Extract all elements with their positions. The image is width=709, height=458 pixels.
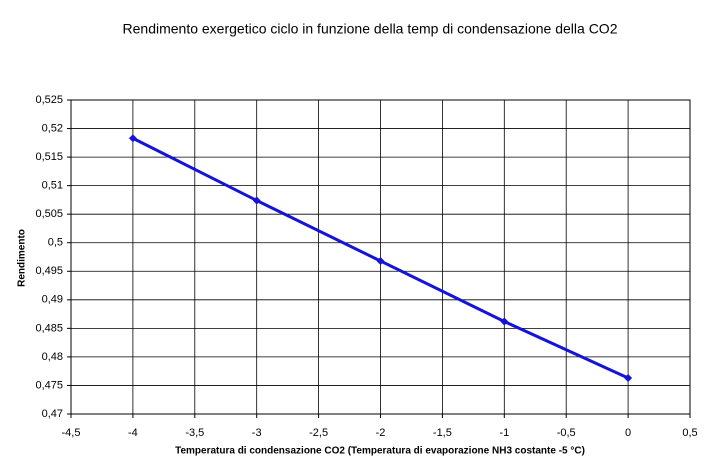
x-tick-label: -3 xyxy=(252,427,262,439)
x-axis-title: Temperatura di condensazione CO2 (Temper… xyxy=(175,446,585,457)
y-tick-label: 0,495 xyxy=(35,265,63,277)
x-tick-label: -3,5 xyxy=(185,427,204,439)
x-tick-label: 0,5 xyxy=(682,427,697,439)
y-tick-label: 0,485 xyxy=(35,322,63,334)
x-tick-label: 0 xyxy=(625,427,631,439)
x-tick-label: -0,5 xyxy=(557,427,576,439)
y-axis-title: Rendimento xyxy=(17,229,28,287)
y-tick-label: 0,49 xyxy=(42,294,63,306)
marker xyxy=(128,134,137,143)
y-tick-label: 0,5 xyxy=(48,237,63,249)
x-tick-label: -2,5 xyxy=(309,427,328,439)
marker xyxy=(500,317,509,326)
x-tick-label: -1 xyxy=(499,427,509,439)
plot-border xyxy=(70,99,691,415)
chart-title: Rendimento exergetico ciclo in funzione … xyxy=(123,21,618,37)
y-tick-label: 0,47 xyxy=(42,408,63,420)
y-tick-label: 0,515 xyxy=(35,151,63,163)
y-tick-label: 0,51 xyxy=(42,180,63,192)
marker xyxy=(376,256,385,265)
y-tick-label: 0,52 xyxy=(42,122,63,134)
x-tick-label: -4 xyxy=(128,427,138,439)
y-tick-label: 0,525 xyxy=(35,94,63,106)
marker xyxy=(624,374,633,383)
y-tick-label: 0,48 xyxy=(42,351,63,363)
x-tick-label: -2 xyxy=(376,427,386,439)
y-tick-label: 0,505 xyxy=(35,208,63,220)
x-tick-label: -4,5 xyxy=(62,427,81,439)
marker xyxy=(252,196,261,205)
y-tick-label: 0,475 xyxy=(35,379,63,391)
x-tick-label: -1,5 xyxy=(433,427,452,439)
